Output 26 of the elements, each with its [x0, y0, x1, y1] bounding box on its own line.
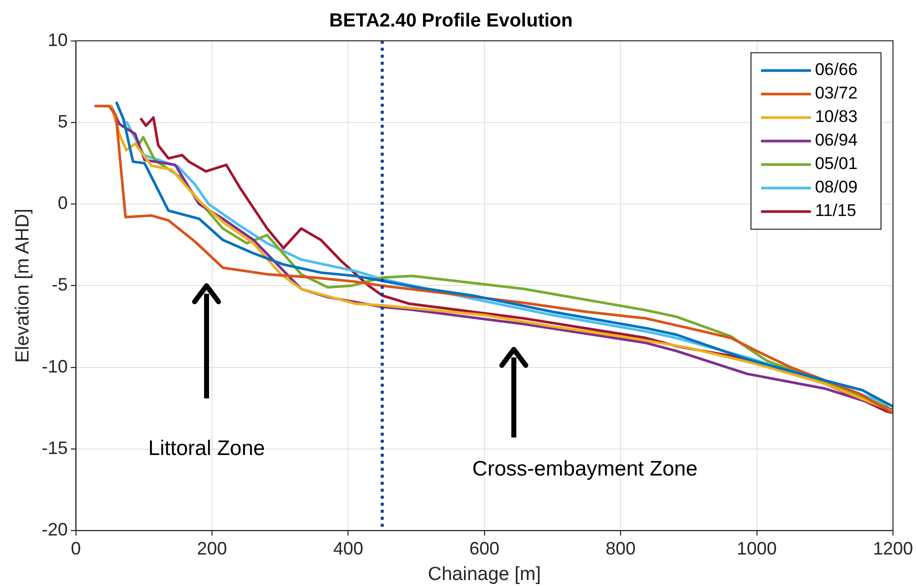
legend-label: 08/09 [814, 178, 858, 197]
y-tick-label: 0 [58, 193, 68, 214]
legend-label: 11/15 [814, 201, 856, 220]
legend-label: 03/72 [814, 84, 858, 103]
y-tick-label: -15 [42, 438, 68, 458]
annotation: Littoral Zone [148, 437, 265, 460]
y-axis-title: Elevation [m AHD] [12, 208, 34, 363]
x-tick-label: 1000 [736, 538, 777, 558]
chart-title: BETA2.40 Profile Evolution [329, 10, 573, 32]
legend-label: 06/66 [814, 60, 858, 80]
y-tick-label: -20 [42, 520, 68, 540]
y-tick-label: 5 [58, 111, 68, 132]
x-tick-label: 600 [469, 538, 500, 558]
x-tick-label: 0 [70, 538, 81, 558]
y-tick-label: 10 [48, 30, 68, 50]
legend-label: 06/94 [814, 130, 858, 150]
y-tick-label: -10 [42, 356, 68, 376]
x-tick-label: 400 [333, 538, 364, 558]
x-tick-label: 1200 [872, 538, 913, 558]
x-tick-label: 800 [606, 538, 636, 558]
y-tick-label: -5 [52, 274, 68, 295]
legend-label: 10/83 [814, 107, 858, 126]
x-axis-title: Chainage [m] [428, 564, 541, 585]
annotation: Cross-embayment Zone [472, 458, 698, 481]
legend-label: 05/01 [814, 154, 858, 174]
x-tick-label: 200 [196, 538, 228, 558]
